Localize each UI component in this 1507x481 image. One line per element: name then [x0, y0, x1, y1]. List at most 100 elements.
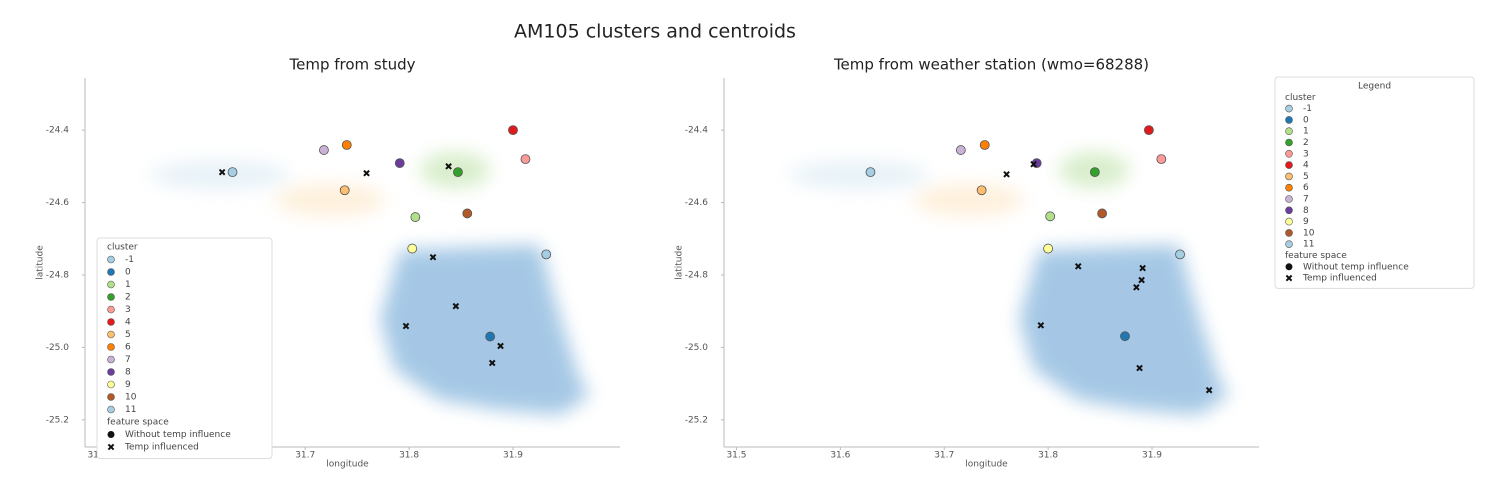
legend-label: -1 — [125, 255, 134, 265]
legend-marker — [1285, 138, 1293, 147]
legend-label: 4 — [1303, 161, 1309, 171]
marker-x — [1003, 171, 1010, 178]
legend-marker — [107, 368, 115, 376]
y-tick-label: -24.4 — [46, 126, 70, 136]
legend-label: 1 — [125, 280, 131, 290]
centroid — [1045, 211, 1056, 222]
centroid — [485, 331, 496, 342]
legend-marker — [1285, 183, 1293, 192]
legend-label: 5 — [125, 330, 131, 340]
legend-label: -1 — [1303, 104, 1312, 114]
marker-x — [1030, 160, 1037, 168]
x-tick-label: 31.7 — [295, 451, 315, 461]
centroid — [1089, 167, 1100, 178]
y-tick-label: -25.0 — [685, 343, 709, 353]
legend-marker — [107, 330, 115, 339]
legend-marker — [107, 318, 115, 326]
y-axis-label: latitude — [675, 245, 685, 280]
marker-x — [363, 169, 370, 177]
legend-label: 4 — [125, 318, 131, 328]
x-axis-label: longitude — [965, 460, 1008, 470]
centroid — [462, 208, 473, 219]
legend: cluster -1 0 1 2 3 4 5 6 7 8 9 10 11 feature space With… — [96, 237, 273, 459]
legend-marker — [107, 393, 115, 401]
y-tick-label: -24.6 — [46, 198, 70, 208]
legend-box — [96, 237, 273, 459]
x-axis-label: longitude — [326, 460, 369, 470]
legend-marker — [1285, 104, 1293, 113]
centroid — [319, 145, 329, 155]
x-tick-label: 31.9 — [1142, 451, 1162, 461]
y-tick-label: -24.8 — [685, 270, 709, 280]
legend-marker — [107, 380, 115, 389]
legend-marker — [107, 343, 115, 351]
centroid — [341, 140, 352, 150]
legend-marker — [107, 355, 115, 364]
centroid — [1175, 249, 1185, 260]
legend-label: 7 — [125, 355, 131, 365]
x-tick-label: 31.8 — [399, 451, 419, 461]
legend-label: 8 — [125, 368, 131, 378]
centroid — [520, 154, 531, 165]
y-axis-label: latitude — [36, 245, 46, 280]
marker-x — [488, 359, 496, 367]
legend-label: 5 — [1303, 172, 1309, 182]
legend-marker — [1285, 217, 1293, 226]
legend-marker — [107, 305, 115, 314]
legend-marker — [1285, 229, 1293, 237]
centroid — [1156, 154, 1167, 165]
centroid — [1120, 331, 1130, 342]
marker-x — [497, 342, 504, 350]
subplot: Temp from study31.531.631.731.831.9-24.4… — [36, 56, 620, 470]
legend-marker — [1285, 161, 1293, 169]
centroid — [955, 145, 966, 155]
legend-label: 3 — [125, 305, 131, 315]
legend-marker — [1285, 172, 1293, 181]
subplot: Temp from weather station (wmo=68288) 31.… — [675, 56, 1475, 470]
legend-label: Temp influenced — [1302, 274, 1377, 284]
marker-x — [1037, 322, 1045, 329]
centroid — [508, 125, 518, 136]
legend-label: Without temp influence — [1303, 262, 1409, 272]
legend-marker — [1285, 150, 1293, 158]
legend-marker — [1285, 206, 1293, 215]
marker-x — [1133, 283, 1140, 291]
legend-label: 9 — [125, 380, 131, 390]
legend-label: Without temp influence — [125, 430, 231, 440]
legend-marker — [1285, 240, 1293, 248]
legend-marker — [107, 431, 115, 438]
x-tick-label: 31.9 — [503, 451, 523, 461]
marker-x — [452, 302, 460, 310]
centroid — [976, 185, 987, 196]
centroid — [979, 140, 990, 150]
subplot-title: Temp from weather station (wmo=68288) — [833, 56, 1149, 74]
legend-label: 1 — [1303, 127, 1309, 137]
marker-x — [1205, 386, 1213, 394]
centroid — [227, 167, 238, 178]
subplot-title: Temp from study — [288, 56, 415, 74]
legend-box-title: Legend — [1358, 82, 1391, 92]
y-tick-label: -24.8 — [46, 270, 70, 280]
legend-label: 10 — [1303, 228, 1315, 238]
y-tick-label: -25.2 — [685, 415, 708, 425]
marker-x — [1136, 364, 1143, 372]
marker-x — [107, 443, 115, 451]
y-tick-label: -25.0 — [46, 343, 70, 353]
legend-marker — [1285, 195, 1293, 203]
legend-label: 10 — [125, 393, 137, 403]
centroid — [1097, 208, 1108, 219]
legend-marker — [107, 280, 115, 289]
legend-marker — [1285, 116, 1293, 124]
legend-marker — [107, 293, 115, 301]
centroid — [1043, 243, 1054, 254]
centroid — [339, 185, 350, 196]
x-tick-label: 31.6 — [830, 451, 850, 461]
centroid — [394, 158, 405, 168]
legend-label: 11 — [125, 405, 136, 415]
legend-marker — [1285, 127, 1293, 135]
x-tick-label: 31.7 — [934, 451, 954, 461]
density-shading — [150, 152, 1229, 415]
legend-section-title: feature space — [1285, 251, 1347, 261]
